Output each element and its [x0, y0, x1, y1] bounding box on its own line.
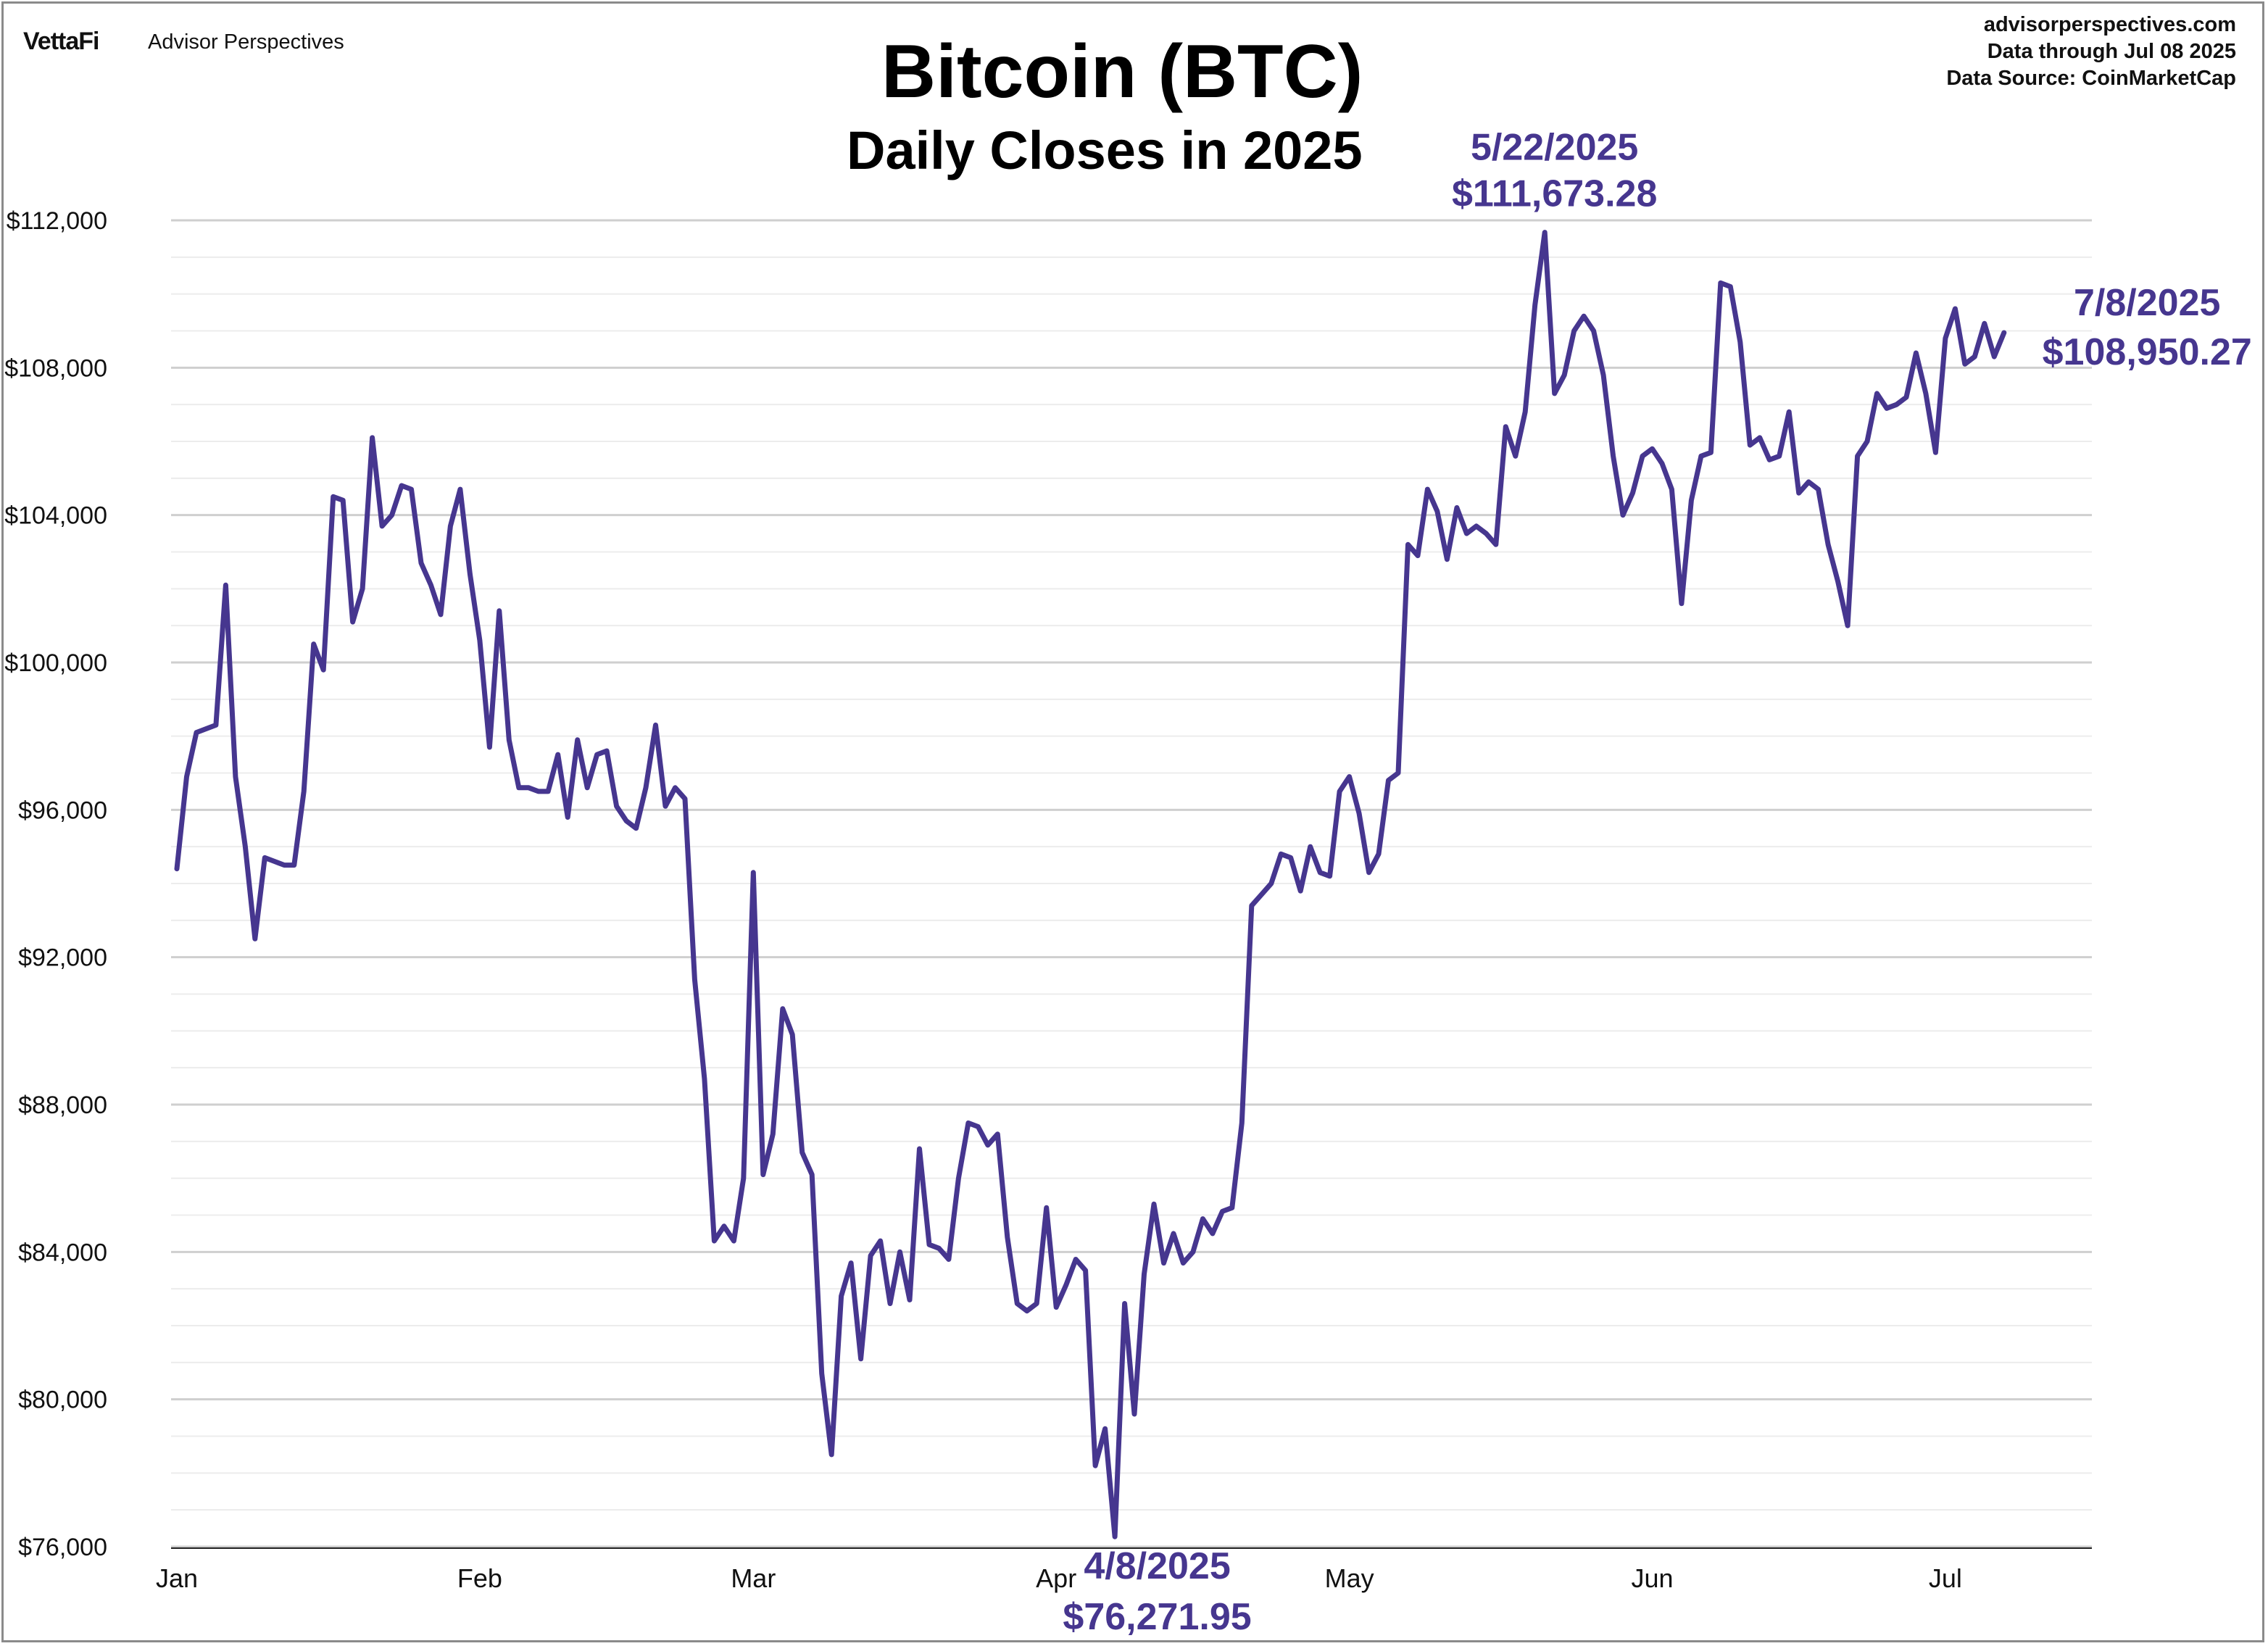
chart-subtitle: Daily Closes in 2025	[847, 120, 1363, 180]
x-tick-label: Feb	[457, 1563, 502, 1593]
annotation-value: $111,673.28	[1452, 173, 1657, 215]
btc-price-line	[174, 230, 2007, 1539]
annotation-date: 5/22/2025	[1471, 127, 1638, 169]
y-tick-label: $108,000	[4, 354, 107, 382]
x-tick-label: Jun	[1631, 1563, 1673, 1593]
annotation-value: $108,950.27	[2043, 331, 2252, 373]
x-tick-label: Apr	[1036, 1563, 1076, 1593]
y-tick-label: $100,000	[4, 649, 107, 677]
annotation-value: $76,271.95	[1063, 1596, 1251, 1638]
x-tick-label: Jul	[1929, 1563, 1962, 1593]
x-tick-label: Jan	[156, 1563, 198, 1593]
y-tick-label: $76,000	[18, 1534, 107, 1561]
annotation-date: 4/8/2025	[1084, 1545, 1230, 1587]
y-tick-label: $92,000	[18, 944, 107, 972]
advisor-perspectives-brand: Advisor Perspectives	[148, 30, 344, 54]
vettafi-logo: VettaFi	[23, 28, 99, 55]
y-tick-label: $80,000	[18, 1387, 107, 1414]
source-site: advisorperspectives.com	[1983, 13, 2236, 36]
y-tick-label: $112,000	[7, 207, 107, 235]
y-tick-label: $88,000	[18, 1092, 107, 1119]
x-tick-label: May	[1325, 1563, 1374, 1593]
data-through-label: Data through Jul 08 2025	[1987, 40, 2236, 63]
y-tick-label: $84,000	[18, 1239, 107, 1266]
x-tick-label: Mar	[731, 1563, 776, 1593]
data-source-label: Data Source: CoinMarketCap	[1946, 67, 2236, 90]
y-tick-label: $104,000	[4, 502, 107, 530]
chart-title: Bitcoin (BTC)	[881, 30, 1363, 114]
annotation-date: 7/8/2025	[2074, 282, 2220, 324]
y-tick-label: $96,000	[18, 797, 107, 824]
